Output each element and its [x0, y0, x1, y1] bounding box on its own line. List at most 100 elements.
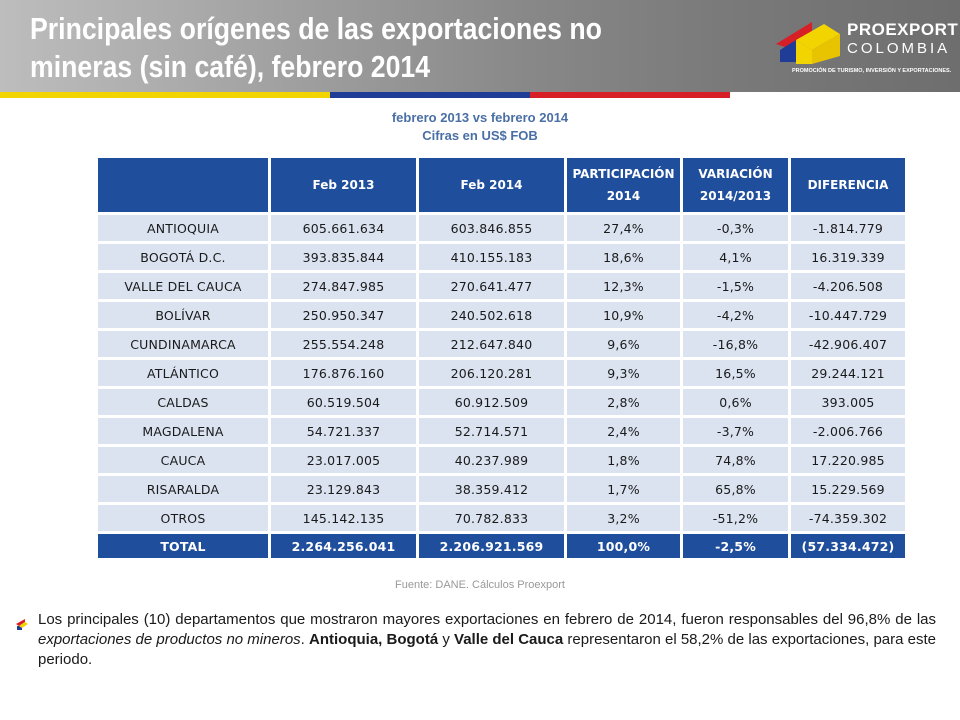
cell-participacion: 9,3% [567, 360, 680, 386]
logo-word-proexport: PROEXPORT [847, 20, 959, 39]
proexport-logo: PROEXPORT COLOMBIA PROMOCIÓN DE TURISMO,… [772, 16, 958, 86]
cell-feb2013: 176.876.160 [271, 360, 416, 386]
cell-variacion: -3,7% [683, 418, 788, 444]
cell-variacion: 16,5% [683, 360, 788, 386]
cell-variacion: 0,6% [683, 389, 788, 415]
cell-variacion: -16,8% [683, 331, 788, 357]
summary-text-7: representaron el 58,2% de las exportacio… [38, 631, 936, 668]
logo-word-colombia: COLOMBIA [847, 40, 951, 57]
cell-diferencia: -74.359.302 [791, 505, 905, 531]
summary-text-1: Los principales (10) departamentos que m… [38, 611, 936, 628]
page-title: Principales orígenes de las exportacione… [30, 11, 602, 84]
header-cell-feb2014: Feb 2014 [419, 158, 564, 212]
header-cell-participacion: PARTICIPACIÓN 2014 [567, 158, 680, 212]
table-units: Cifras en US$ FOB [422, 128, 538, 143]
cell-diferencia: -10.447.729 [791, 302, 905, 328]
summary-text-bold-2: Valle del Cauca [454, 631, 564, 648]
cell-feb2014: 40.237.989 [419, 447, 564, 473]
cell-department: ATLÁNTICO [98, 360, 268, 386]
cell-participacion: 12,3% [567, 273, 680, 299]
summary-text-5: y [438, 631, 455, 648]
flag-stripe-red [530, 92, 730, 98]
source-note: Fuente: DANE. Cálculos Proexport [395, 579, 565, 591]
cell-diferencia: 393.005 [791, 389, 905, 415]
cell-feb2013: 274.847.985 [271, 273, 416, 299]
cell-diferencia: -1.814.779 [791, 215, 905, 241]
cell-variacion: 65,8% [683, 476, 788, 502]
cell-department: VALLE DEL CAUCA [98, 273, 268, 299]
flag-stripe-yellow [0, 92, 330, 98]
cell-feb2014: 603.846.855 [419, 215, 564, 241]
cell-feb2013: 60.519.504 [271, 389, 416, 415]
cell-diferencia: -42.906.407 [791, 331, 905, 357]
cell-variacion: -0,3% [683, 215, 788, 241]
summary-text-3: . [300, 631, 310, 648]
cell-feb2013: 393.835.844 [271, 244, 416, 270]
cell-feb2013: 23.129.843 [271, 476, 416, 502]
summary-paragraph: Los principales (10) departamentos que m… [38, 610, 936, 670]
summary-text-bold-1: Antioquia, Bogotá [309, 631, 439, 648]
header-banner: Principales orígenes de las exportacione… [0, 0, 960, 92]
total-participacion: 100,0% [567, 534, 680, 558]
cell-diferencia: -2.006.766 [791, 418, 905, 444]
summary-text-italic: exportaciones de productos no mineros [38, 631, 301, 648]
cell-participacion: 10,9% [567, 302, 680, 328]
cell-department: MAGDALENA [98, 418, 268, 444]
table-total-row: TOTAL 2.264.256.041 2.206.921.569 100,0%… [98, 534, 905, 558]
table-row: CALDAS 60.519.504 60.912.509 2,8% 0,6% 3… [98, 389, 905, 415]
cell-participacion: 1,7% [567, 476, 680, 502]
total-label: TOTAL [98, 534, 268, 558]
cell-feb2014: 60.912.509 [419, 389, 564, 415]
bullet-icon [16, 619, 28, 630]
total-diferencia: (57.334.472) [791, 534, 905, 558]
table-row: ATLÁNTICO 176.876.160 206.120.281 9,3% 1… [98, 360, 905, 386]
cell-diferencia: 15.229.569 [791, 476, 905, 502]
cell-diferencia: 29.244.121 [791, 360, 905, 386]
header-cell-variacion: VARIACIÓN 2014/2013 [683, 158, 788, 212]
table-row: BOGOTÁ D.C. 393.835.844 410.155.183 18,6… [98, 244, 905, 270]
flag-stripe-blue [330, 92, 530, 98]
header-cell-diferencia: DIFERENCIA [791, 158, 905, 212]
exports-table: Feb 2013 Feb 2014 PARTICIPACIÓN 2014 VAR… [95, 155, 908, 561]
proexport-logo-icon [776, 22, 840, 64]
table-row: MAGDALENA 54.721.337 52.714.571 2,4% -3,… [98, 418, 905, 444]
header-cell-feb2013: Feb 2013 [271, 158, 416, 212]
cell-department: BOLÍVAR [98, 302, 268, 328]
cell-feb2013: 54.721.337 [271, 418, 416, 444]
total-feb2014: 2.206.921.569 [419, 534, 564, 558]
cell-department: RISARALDA [98, 476, 268, 502]
cell-feb2013: 145.142.135 [271, 505, 416, 531]
table-row: CAUCA 23.017.005 40.237.989 1,8% 74,8% 1… [98, 447, 905, 473]
cell-department: CUNDINAMARCA [98, 331, 268, 357]
cell-variacion: -51,2% [683, 505, 788, 531]
cell-feb2014: 206.120.281 [419, 360, 564, 386]
cell-feb2013: 250.950.347 [271, 302, 416, 328]
header-cell-department [98, 158, 268, 212]
logo-tagline: PROMOCIÓN DE TURISMO, INVERSIÓN Y EXPORT… [792, 68, 952, 74]
cell-participacion: 9,6% [567, 331, 680, 357]
cell-department: CALDAS [98, 389, 268, 415]
cell-feb2014: 212.647.840 [419, 331, 564, 357]
cell-feb2013: 255.554.248 [271, 331, 416, 357]
cell-diferencia: 17.220.985 [791, 447, 905, 473]
cell-variacion: 74,8% [683, 447, 788, 473]
cell-feb2013: 23.017.005 [271, 447, 416, 473]
cell-participacion: 18,6% [567, 244, 680, 270]
cell-department: ANTIOQUIA [98, 215, 268, 241]
cell-diferencia: 16.319.339 [791, 244, 905, 270]
cell-department: CAUCA [98, 447, 268, 473]
cell-department: OTROS [98, 505, 268, 531]
cell-variacion: 4,1% [683, 244, 788, 270]
table-row: CUNDINAMARCA 255.554.248 212.647.840 9,6… [98, 331, 905, 357]
cell-department: BOGOTÁ D.C. [98, 244, 268, 270]
table-row: OTROS 145.142.135 70.782.833 3,2% -51,2%… [98, 505, 905, 531]
table-row: ANTIOQUIA 605.661.634 603.846.855 27,4% … [98, 215, 905, 241]
table-row: VALLE DEL CAUCA 274.847.985 270.641.477 … [98, 273, 905, 299]
cell-participacion: 1,8% [567, 447, 680, 473]
flag-stripe [0, 92, 960, 98]
cell-feb2014: 270.641.477 [419, 273, 564, 299]
cell-feb2013: 605.661.634 [271, 215, 416, 241]
table-subtitle: febrero 2013 vs febrero 2014 [391, 110, 569, 125]
table-row: RISARALDA 23.129.843 38.359.412 1,7% 65,… [98, 476, 905, 502]
cell-variacion: -1,5% [683, 273, 788, 299]
